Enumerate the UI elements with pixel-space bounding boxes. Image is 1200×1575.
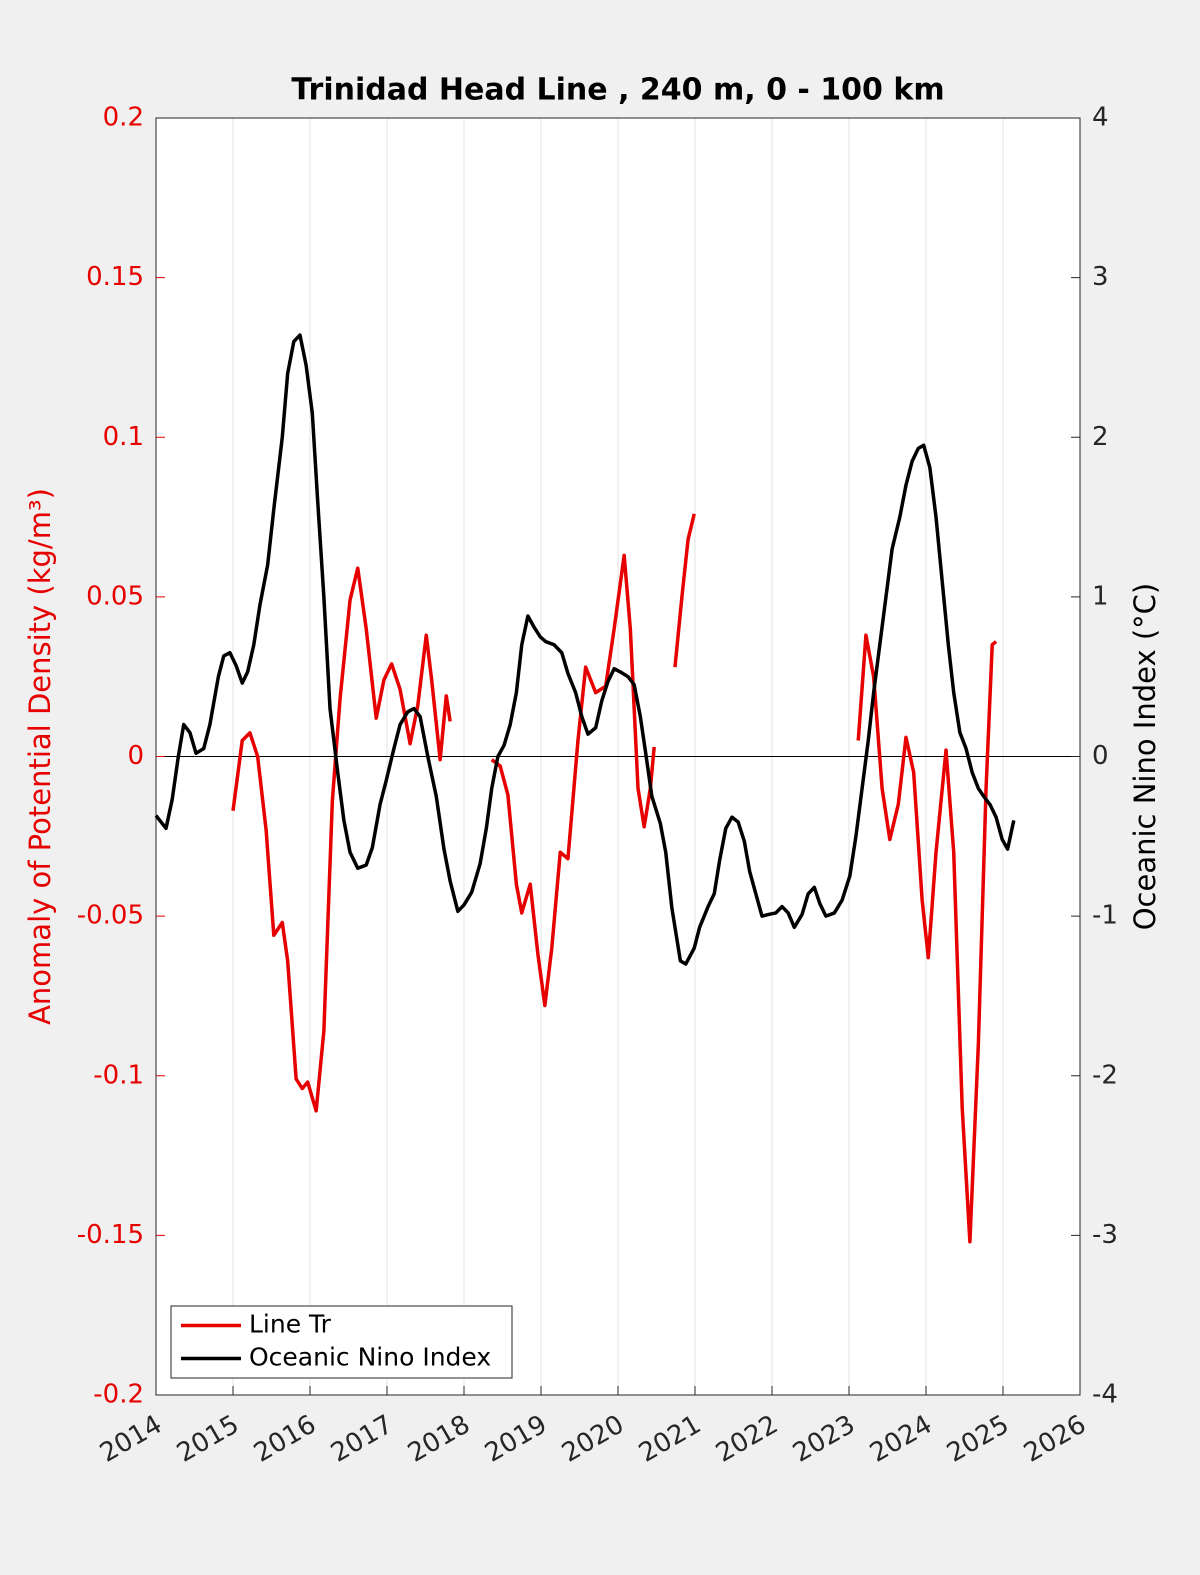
y-tick-label: 0.05	[86, 581, 144, 611]
y2-tick-label: 3	[1092, 262, 1109, 292]
legend-label: Line Tr	[249, 1310, 332, 1339]
y2-tick-label: -2	[1092, 1060, 1118, 1090]
plot-frame	[155, 117, 1081, 1396]
series-line	[154, 333, 1016, 966]
y-tick-label: 0.2	[103, 103, 144, 133]
y-tick-label: -0.2	[93, 1380, 144, 1410]
y2-tick-label: 1	[1092, 581, 1109, 611]
y2-tick-label: -1	[1092, 901, 1118, 931]
y2-tick-label: 0	[1092, 741, 1109, 771]
y-tick-label: 0.15	[86, 262, 144, 292]
legend-label: Oceanic Nino Index	[249, 1343, 491, 1372]
y-axis-label: Anomaly of Potential Density (kg/m³)	[23, 488, 57, 1025]
y-tick-label: 0	[127, 741, 144, 771]
y-tick-label: -0.15	[77, 1220, 144, 1250]
y2-tick-label: 4	[1092, 103, 1109, 133]
y-tick-label: -0.05	[77, 901, 144, 931]
y2-tick-label: -3	[1092, 1220, 1118, 1250]
legend-box	[170, 1305, 513, 1379]
series-line	[231, 513, 998, 1244]
y2-tick-label: -4	[1092, 1380, 1118, 1410]
y2-tick-label: 2	[1092, 422, 1109, 452]
y2-axis-label: Oceanic Nino Index (°C)	[1128, 583, 1162, 931]
y-tick-label: 0.1	[103, 422, 144, 452]
y-tick-label: -0.1	[93, 1060, 144, 1090]
chart-title: Trinidad Head Line , 240 m, 0 - 100 km	[291, 73, 944, 108]
